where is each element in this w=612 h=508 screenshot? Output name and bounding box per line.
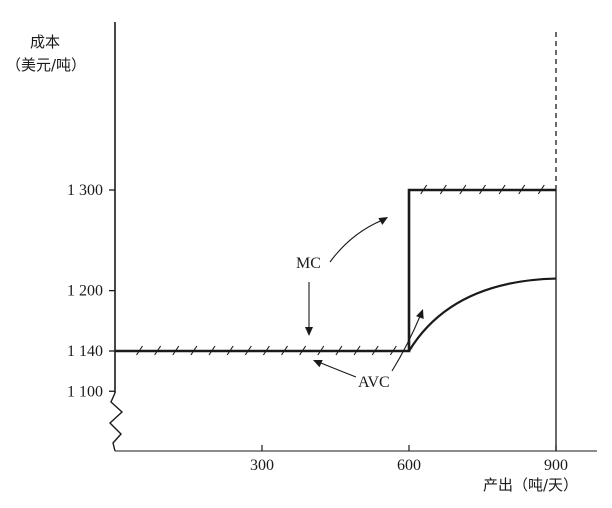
mc-hatch-mark bbox=[420, 184, 428, 195]
mc-arrow-upper bbox=[329, 218, 386, 263]
mc-hatch-mark bbox=[518, 184, 526, 195]
ticks: 1 100 1 140 1 200 1 300 300 600 900 bbox=[67, 182, 568, 474]
y-tick-label: 1 140 bbox=[67, 343, 103, 360]
mc-curve bbox=[115, 188, 556, 353]
mc-hatch-mark bbox=[208, 345, 216, 356]
avc-arrow-upper-head bbox=[416, 309, 424, 319]
x-tick-label: 900 bbox=[544, 457, 568, 474]
mc-hatch-mark bbox=[281, 345, 288, 356]
avc-arrow-lower bbox=[315, 360, 357, 378]
mc-arrow-upper-head bbox=[378, 217, 388, 225]
y-axis-unit-label: （美元/吨） bbox=[6, 56, 86, 74]
y-axis-break bbox=[108, 392, 124, 452]
mc-hatch-mark bbox=[299, 345, 307, 356]
avc-curve bbox=[408, 277, 557, 352]
mc-hatch-mark bbox=[190, 345, 198, 356]
mc-hatch-mark bbox=[136, 345, 143, 356]
mc-annotation-label: MC bbox=[296, 255, 321, 272]
curves bbox=[115, 184, 557, 356]
mc-hatch-mark bbox=[335, 345, 343, 356]
mc-hatch-mark bbox=[244, 345, 252, 356]
mc-hatch-mark bbox=[498, 184, 506, 195]
mc-hatch-mark bbox=[172, 345, 180, 356]
mc-hatch-mark bbox=[154, 345, 162, 356]
y-tick-label: 1 200 bbox=[67, 283, 103, 300]
avc-arrow-lower-head bbox=[313, 360, 323, 368]
axes bbox=[108, 22, 597, 452]
y-tick-label: 1 300 bbox=[67, 182, 103, 199]
x-tick-label: 600 bbox=[397, 457, 421, 474]
mc-hatch-mark bbox=[317, 345, 325, 356]
mc-hatch-mark bbox=[459, 184, 467, 195]
x-tick-label: 300 bbox=[250, 457, 274, 474]
annotations: MC AVC bbox=[296, 217, 424, 391]
mc-hatch-mark bbox=[439, 184, 447, 195]
mc-hatch-mark bbox=[389, 345, 397, 356]
mc-hatch-mark bbox=[537, 184, 545, 195]
avc-annotation-label: AVC bbox=[358, 374, 390, 391]
mc-arrow-lower-head bbox=[305, 327, 313, 336]
x-axis-label: 产出（吨/天） bbox=[483, 476, 578, 494]
mc-hatch-mark bbox=[262, 345, 270, 356]
y-axis-label: 成本 bbox=[30, 33, 60, 51]
mc-hatch-mark bbox=[479, 184, 486, 195]
avc-arrow-upper bbox=[391, 313, 422, 372]
mc-hatch-mark bbox=[353, 345, 361, 356]
mc-hatch-mark bbox=[226, 345, 234, 356]
y-tick-label: 1 100 bbox=[67, 383, 103, 400]
mc-hatch-mark bbox=[371, 345, 379, 356]
